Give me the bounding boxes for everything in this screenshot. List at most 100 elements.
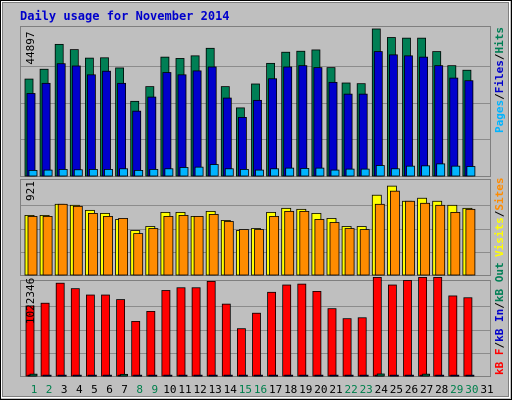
pages-bar-day-14	[224, 168, 234, 177]
sites-bar-day-2	[42, 216, 53, 276]
sites-bar-day-30	[465, 208, 476, 276]
day-label-7: 7	[121, 383, 128, 396]
sites-bar-day-4	[72, 205, 83, 276]
kbin-bar-day-18	[284, 374, 294, 377]
files-bar-day-5	[87, 74, 96, 177]
kbf-bar-day-22	[342, 318, 352, 377]
sites-bar-day-7	[118, 218, 128, 276]
kbin-bar-day-19	[299, 374, 309, 377]
kbf-bar-day-26	[403, 280, 412, 377]
sites-bar-day-5	[88, 213, 98, 276]
pages-bar-day-11	[179, 167, 189, 177]
kbf-bar-day-25	[387, 284, 397, 377]
legend-item: kB In	[493, 309, 506, 342]
files-bar-day-22	[343, 93, 353, 177]
files-bar-day-20	[313, 67, 323, 177]
day-label-4: 4	[76, 383, 83, 396]
kbf-bar-day-5	[86, 294, 95, 377]
bottom-panel-max-label: 1022346	[24, 278, 37, 324]
files-bar-day-25	[388, 54, 398, 177]
pages-bar-day-25	[390, 168, 400, 177]
files-bar-day-14	[222, 97, 232, 177]
kbf-bar-day-8	[131, 321, 141, 377]
kbf-bar-day-14	[221, 303, 231, 377]
day-label-6: 6	[106, 383, 113, 396]
pages-bar-day-12	[194, 166, 204, 177]
kbf-bar-day-29	[448, 295, 458, 377]
day-label-19: 19	[299, 383, 312, 396]
kbin-bar-day-22	[344, 374, 354, 377]
day-label-20: 20	[314, 383, 327, 396]
files-bar-day-17	[268, 78, 278, 177]
pages-bar-day-24	[375, 165, 385, 177]
sites-bar-day-11	[178, 215, 189, 276]
pages-bar-day-23	[360, 168, 370, 177]
day-label-24: 24	[375, 383, 389, 396]
files-bar-day-7	[117, 82, 126, 177]
day-label-8: 8	[136, 383, 143, 396]
kbin-bar-day-5	[88, 374, 97, 377]
legend-item: /	[493, 210, 506, 217]
kbf-bar-day-18	[282, 284, 292, 377]
bar-series	[24, 28, 476, 377]
kbin-bar-day-6	[103, 374, 112, 377]
pages-bar-day-3	[58, 169, 68, 177]
kbin-bar-day-30	[465, 374, 475, 377]
sites-bar-day-22	[344, 228, 355, 276]
sites-bar-day-21	[329, 222, 340, 276]
pages-bar-day-5	[89, 169, 98, 177]
kbf-bar-day-12	[191, 287, 201, 377]
files-bar-day-2	[41, 82, 51, 177]
files-bar-day-4	[71, 65, 81, 177]
kbf-bar-day-16	[252, 312, 261, 377]
pages-bar-day-27	[421, 165, 431, 177]
sites-bar-day-29	[450, 211, 461, 276]
day-label-26: 26	[405, 383, 418, 396]
legend-item: Files	[493, 60, 506, 93]
kbout-bar-day-7	[120, 373, 128, 377]
pages-bar-day-18	[285, 167, 295, 177]
legend-item: Hits	[493, 27, 506, 54]
day-label-25: 25	[390, 383, 403, 396]
sites-bar-day-26	[405, 200, 415, 276]
kbin-bar-day-2	[42, 374, 52, 377]
kbf-bar-day-9	[146, 311, 156, 377]
pages-bar-day-9	[149, 169, 159, 177]
legend-item: /	[493, 302, 506, 309]
legend-item: /	[493, 342, 506, 349]
sites-bar-day-14	[223, 221, 234, 276]
kbf-bar-day-24	[372, 277, 382, 377]
kbf-bar-day-17	[267, 291, 277, 377]
kbin-bar-day-17	[269, 374, 279, 377]
sites-bar-day-12	[193, 216, 204, 276]
legend-item: /	[493, 93, 506, 100]
files-bar-day-26	[404, 55, 413, 177]
day-label-9: 9	[151, 383, 158, 396]
files-bar-day-30	[464, 80, 474, 177]
day-label-1: 1	[31, 383, 38, 396]
day-label-22: 22	[344, 383, 357, 396]
pages-bar-day-1	[28, 170, 38, 177]
sites-bar-day-16	[254, 229, 264, 276]
pages-bar-day-10	[164, 168, 174, 177]
kbin-bar-day-21	[329, 374, 339, 377]
kbin-bar-day-4	[72, 374, 82, 377]
kbf-bar-day-6	[101, 294, 110, 377]
day-label-5: 5	[91, 383, 98, 396]
sites-bar-day-9	[148, 228, 159, 276]
kbf-bar-day-3	[55, 282, 65, 377]
files-bar-day-15	[237, 116, 247, 177]
kbout-bar-day-27	[422, 373, 431, 377]
day-label-3: 3	[61, 383, 68, 396]
sites-bar-day-28	[435, 204, 446, 276]
middle-panel-legend: Visits/Sites	[493, 178, 506, 258]
kbf-bar-day-11	[176, 287, 186, 377]
sites-bar-day-17	[269, 216, 280, 276]
bottom-panel-legend: kB F/kB In/kB Out	[493, 262, 506, 375]
sites-bar-day-23	[359, 229, 370, 276]
files-bar-day-27	[419, 56, 429, 177]
day-label-12: 12	[193, 383, 206, 396]
sites-bar-day-27	[420, 202, 431, 276]
sites-bar-day-24	[374, 203, 385, 276]
